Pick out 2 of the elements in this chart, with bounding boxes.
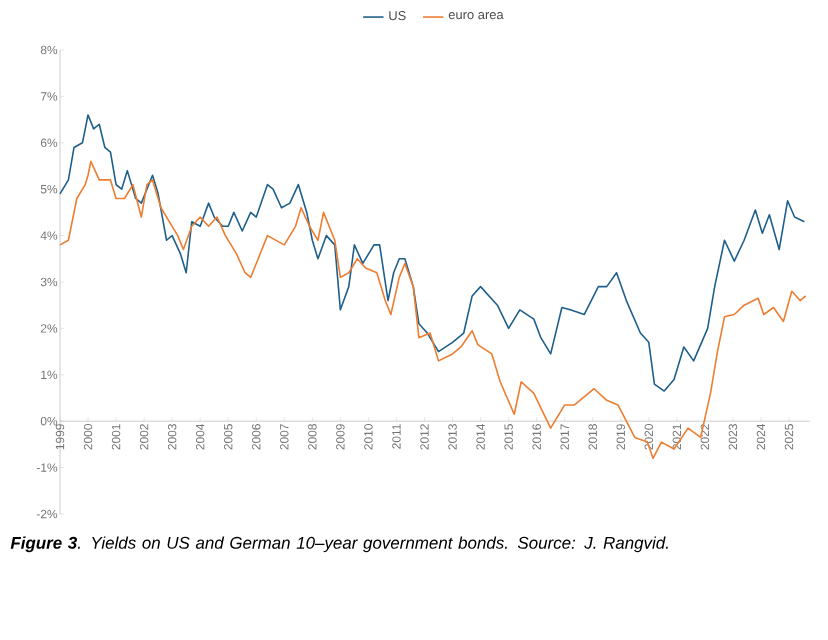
line-series [59, 114, 806, 392]
text: Figure 3. Yields on US and German 10–year government bonds. Source: J. Rangvid. [10, 536, 668, 553]
